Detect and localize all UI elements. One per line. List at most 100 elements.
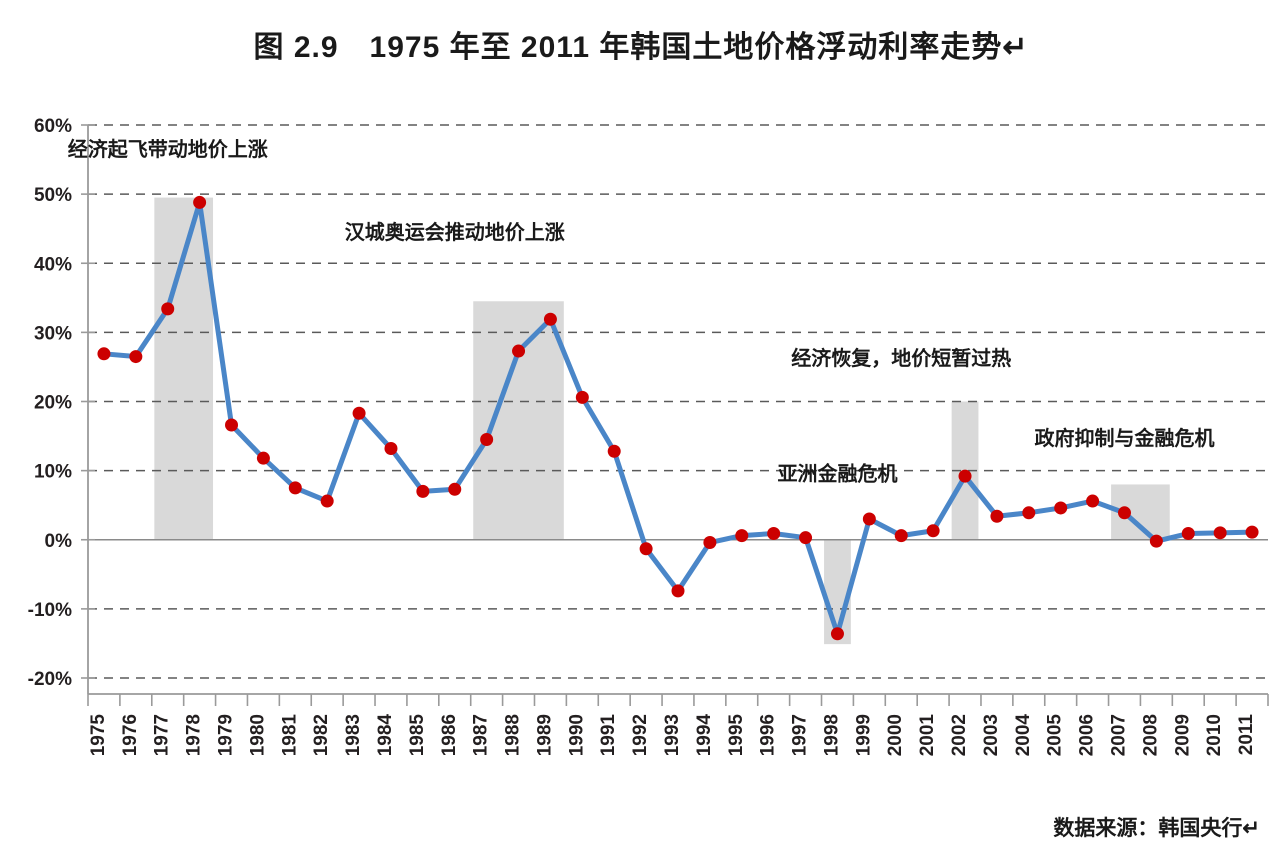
data-point-1994: [703, 536, 717, 550]
x-tick-label-1977: 1977: [152, 714, 173, 756]
data-point-1993: [671, 584, 685, 598]
data-point-2003: [990, 509, 1004, 523]
band-1987-1989: [473, 301, 564, 540]
data-point-1988: [512, 344, 526, 358]
data-point-2009: [1181, 527, 1195, 541]
x-tick-label-2001: 2001: [917, 714, 938, 757]
x-tick-label-2000: 2000: [885, 714, 906, 756]
x-tick-label-1980: 1980: [247, 714, 268, 756]
x-tick-label-1986: 1986: [439, 714, 460, 756]
data-point-1985: [416, 484, 430, 498]
data-point-1982: [320, 494, 334, 508]
data-point-1980: [256, 451, 270, 465]
y-tick-label-20: 20%: [34, 393, 72, 414]
x-tick-label-1976: 1976: [120, 714, 141, 756]
data-point-1998: [830, 627, 844, 641]
y-tick-label-10: 10%: [34, 462, 72, 483]
x-tick-label-1991: 1991: [598, 714, 619, 757]
series-line-land-price: [101, 199, 1255, 637]
x-tick-label-1992: 1992: [630, 714, 651, 756]
x-tick-label-2008: 2008: [1140, 714, 1161, 756]
data-point-2002: [958, 469, 972, 483]
chart-canvas: 60% 50% 40% 30% 20% 10% 0% -10% -20% 1975 1976 197…: [0, 96, 1282, 786]
data-point-1978: [193, 195, 207, 209]
x-tick-label-1995: 1995: [726, 714, 747, 757]
gridlines: [88, 124, 1268, 679]
y-tick-label-0: 0%: [45, 531, 73, 552]
x-tick-label-2010: 2010: [1204, 714, 1225, 756]
x-tick-label-1979: 1979: [216, 714, 237, 756]
data-point-1979: [225, 418, 239, 432]
x-tick-label-1987: 1987: [471, 714, 492, 756]
x-tick-label-1989: 1989: [534, 714, 555, 756]
data-point-2005: [1054, 501, 1068, 515]
data-point-1999: [862, 512, 876, 526]
x-tick-label-2004: 2004: [1013, 714, 1034, 757]
line-chart: 60%50%40%30%20%10%0%-10%-20% 1975 1976 197…: [28, 116, 1269, 757]
x-tick-label-1994: 1994: [694, 714, 715, 757]
annotation-econ-takeoff: 经济起飞带动地价上涨: [68, 137, 268, 161]
x-tick-label-2007: 2007: [1108, 714, 1129, 756]
annotation-govt-curb: 政府抑制与金融危机: [1034, 426, 1214, 450]
data-point-2008: [1149, 534, 1163, 548]
data-point-1995: [735, 529, 749, 543]
annotation-econ-recovery: 经济恢复，地价短暂过热: [791, 346, 1011, 370]
data-point-2010: [1213, 526, 1227, 540]
data-point-1975: [97, 347, 111, 361]
x-tick-label-1975: 1975: [88, 714, 109, 757]
x-tick-label-2002: 2002: [949, 714, 970, 756]
data-point-1983: [352, 406, 366, 420]
data-series: [101, 199, 1255, 637]
data-point-1990: [575, 390, 589, 404]
data-point-2011: [1245, 525, 1259, 539]
x-tick-label-1984: 1984: [375, 714, 396, 757]
data-point-1991: [607, 444, 621, 458]
x-tick-label-1998: 1998: [821, 714, 842, 756]
x-tick-label-1990: 1990: [566, 714, 587, 756]
data-point-2001: [926, 524, 940, 538]
x-tick-label-1985: 1985: [407, 714, 428, 757]
data-point-1986: [448, 482, 462, 496]
x-tick-label-2005: 2005: [1045, 714, 1066, 757]
data-point-1997: [799, 531, 813, 545]
data-point-2007: [1117, 506, 1131, 520]
x-tick-label-1988: 1988: [503, 714, 524, 756]
x-axis-tick-labels: 1975 1976 1977 1978 1979 1980 1981 1982 1983 1984…: [88, 714, 1257, 757]
data-point-1996: [767, 527, 781, 541]
data-point-1977: [161, 302, 175, 316]
data-point-2004: [1022, 506, 1036, 520]
x-tick-label-1981: 1981: [279, 714, 300, 757]
y-tick-label-40: 40%: [34, 254, 72, 275]
data-point-1989: [543, 312, 557, 326]
x-tick-label-1978: 1978: [184, 714, 205, 756]
x-tick-label-1993: 1993: [662, 714, 683, 756]
data-point-1981: [288, 481, 302, 495]
axes: [81, 124, 1269, 706]
y-axis-tick-labels: 60% 50% 40% 30% 20% 10% 0% -10% -20%: [28, 116, 72, 690]
data-point-2000: [894, 529, 908, 543]
annotation-seoul-olympics: 汉城奥运会推动地价上涨: [345, 220, 565, 244]
data-point-markers: [97, 195, 1259, 641]
x-tick-label-1997: 1997: [790, 714, 811, 756]
x-tick-label-2003: 2003: [981, 714, 1002, 756]
data-point-1992: [639, 542, 653, 556]
x-tick-label-1982: 1982: [311, 714, 332, 756]
data-point-1987: [480, 433, 494, 447]
y-tick-label-50: 50%: [34, 185, 72, 206]
highlight-bands: [154, 197, 1170, 645]
data-point-1976: [129, 350, 143, 364]
x-tick-label-2009: 2009: [1172, 714, 1193, 756]
data-point-2006: [1086, 494, 1100, 508]
x-tick-label-1999: 1999: [853, 714, 874, 756]
x-tick-label-2011: 2011: [1236, 714, 1257, 756]
data-point-1984: [384, 442, 398, 456]
page-title: 图 2.9 1975 年至 2011 年韩国土地价格浮动利率走势↵: [253, 31, 1029, 64]
y-tick-label-60: 60%: [34, 116, 72, 137]
x-tick-label-1983: 1983: [343, 714, 364, 756]
y-tick-label-30: 30%: [34, 323, 72, 344]
x-tick-label-1996: 1996: [758, 714, 779, 756]
annotation-asian-crisis: 亚洲金融危机: [777, 461, 897, 485]
x-tick-label-2006: 2006: [1077, 714, 1098, 756]
y-tick-label--10: -10%: [28, 600, 72, 621]
